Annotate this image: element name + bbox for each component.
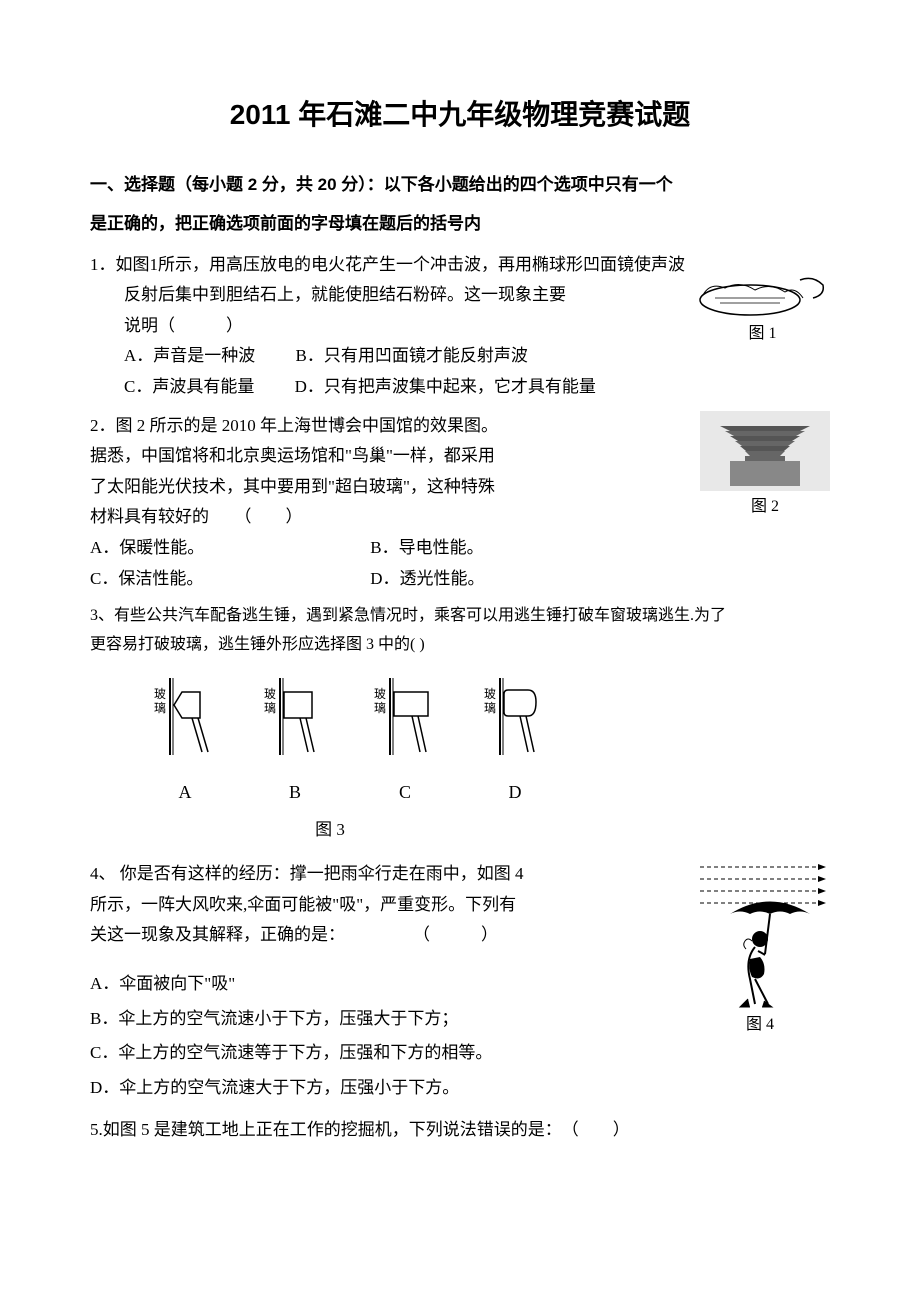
glass-label-c1: 玻 [374, 687, 386, 701]
glass-label-a2: 璃 [154, 701, 166, 715]
q2-options-cd: C．保洁性能。 D．透光性能。 [90, 564, 830, 595]
q2-option-d: D．透光性能。 [370, 564, 484, 595]
figure-1: 图 1 [695, 270, 830, 349]
hammer-b: 玻 璃 B [260, 670, 330, 809]
q1-option-c: C．声波具有能量 [124, 372, 254, 403]
hammer-d-icon: 玻 璃 [480, 670, 550, 760]
figure-4: 图 4 [690, 859, 830, 1040]
question-4: 图 4 4、 你是否有这样的经历：撑一把雨伞行走在雨中，如图 4 所示，一阵大风… [90, 859, 830, 1107]
question-5: 5.如图 5 是建筑工地上正在工作的挖掘机，下列说法错误的是： （ ） [90, 1115, 830, 1146]
section-header-line2: 是正确的，把正确选项前面的字母填在题后的括号内 [90, 209, 830, 240]
question-1: 图 1 1．如图1所示，用高压放电的电火花产生一个冲击波，再用椭球形凹面镜使声波… [90, 250, 830, 403]
glass-label-c2: 璃 [374, 701, 386, 715]
china-pavilion-icon [700, 411, 830, 491]
hammer-c-label: C [370, 776, 440, 808]
q5-line1: 5.如图 5 是建筑工地上正在工作的挖掘机，下列说法错误的是： （ ） [90, 1115, 830, 1146]
gallstone-icon [695, 270, 830, 318]
figure-1-caption: 图 1 [695, 320, 830, 349]
hammer-b-icon: 玻 璃 [260, 670, 330, 760]
q1-options-cd: C．声波具有能量 D．只有把声波集中起来，它才具有能量 [90, 372, 830, 403]
glass-label-d2: 璃 [484, 701, 496, 715]
q1-option-a: A．声音是一种波 [124, 341, 255, 372]
glass-label-b2: 璃 [264, 701, 276, 715]
page-title: 2011 年石滩二中九年级物理竞赛试题 [90, 90, 830, 140]
q2-options-ab: A．保暖性能。 B．导电性能。 [90, 533, 830, 564]
q1-option-b: B．只有用凹面镜才能反射声波 [296, 341, 528, 372]
hammer-row: 玻 璃 A 玻 璃 B [90, 670, 830, 809]
hammer-a-icon: 玻 璃 [150, 670, 220, 760]
hammer-a-label: A [150, 776, 220, 808]
q2-option-a: A．保暖性能。 [90, 533, 330, 564]
section-header-line1: 一、选择题（每小题 2 分，共 20 分）：以下各小题给出的四个选项中只有一个 [90, 170, 830, 201]
glass-label-a1: 玻 [154, 687, 166, 701]
figure-3-caption: 图 3 [90, 815, 510, 846]
question-2: 图 2 2．图 2 所示的是 2010 年上海世博会中国馆的效果图。 据悉，中国… [90, 411, 830, 595]
q4-option-d: D．伞上方的空气流速大于下方，压强小于下方。 [90, 1073, 830, 1104]
hammer-a: 玻 璃 A [150, 670, 220, 809]
hammer-d: 玻 璃 D [480, 670, 550, 809]
q2-option-b: B．导电性能。 [370, 533, 483, 564]
hammer-b-label: B [260, 776, 330, 808]
figure-4-caption: 图 4 [690, 1011, 830, 1040]
hammer-c: 玻 璃 C [370, 670, 440, 809]
glass-label-b1: 玻 [264, 687, 276, 701]
hammer-c-icon: 玻 璃 [370, 670, 440, 760]
q1-option-d: D．只有把声波集中起来，它才具有能量 [295, 372, 596, 403]
figure-2: 图 2 [700, 411, 830, 522]
hammer-d-label: D [480, 776, 550, 808]
q3-line2: 更容易打破玻璃，逃生锤外形应选择图 3 中的( ) [90, 631, 830, 660]
q2-option-c: C．保洁性能。 [90, 564, 330, 595]
glass-label-d1: 玻 [484, 687, 496, 701]
figure-2-caption: 图 2 [700, 493, 830, 522]
question-3: 3、有些公共汽车配备逃生锤，遇到紧急情况时，乘客可以用逃生锤打破车窗玻璃逃生.为… [90, 602, 830, 845]
umbrella-icon [690, 859, 830, 1009]
q3-line1: 3、有些公共汽车配备逃生锤，遇到紧急情况时，乘客可以用逃生锤打破车窗玻璃逃生.为… [90, 602, 830, 631]
q4-option-c: C．伞上方的空气流速等于下方，压强和下方的相等。 [90, 1038, 830, 1069]
